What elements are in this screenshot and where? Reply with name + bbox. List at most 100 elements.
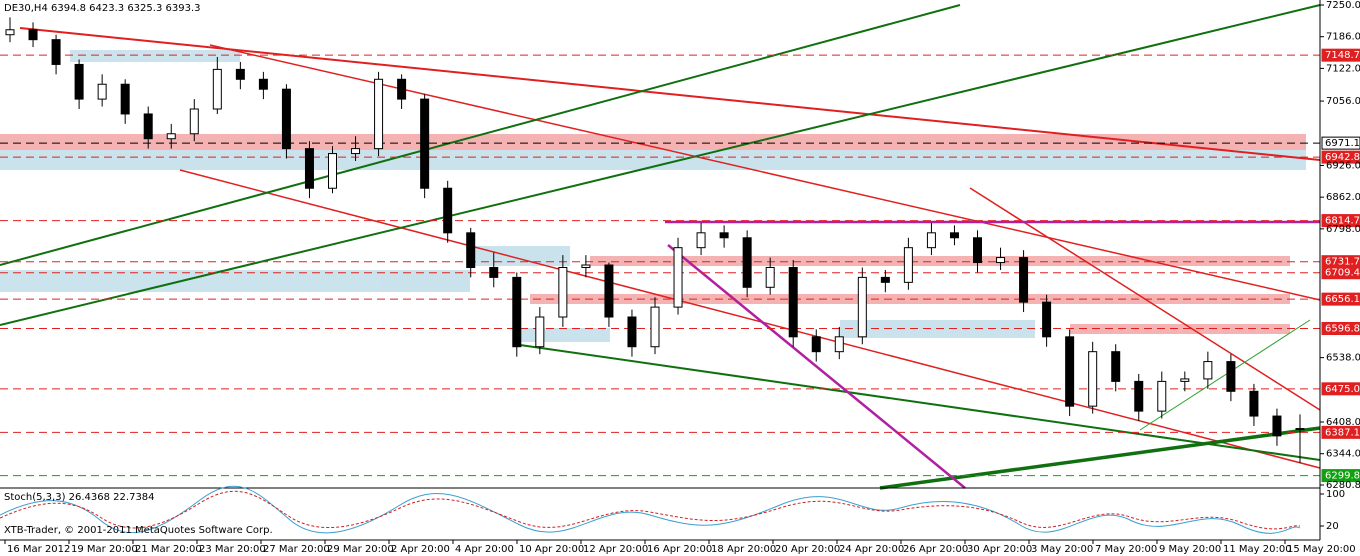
level-label-box <box>1321 382 1360 396</box>
candle-body <box>166 133 176 140</box>
level-label: 6475.0 <box>1325 384 1360 395</box>
candle-body <box>673 247 683 308</box>
price-tick-label: 6926.0 <box>1326 160 1360 171</box>
candle-body <box>811 336 821 353</box>
support-zone <box>840 320 1035 338</box>
indicator-tick-label: 20 <box>1326 521 1339 532</box>
candle-body <box>834 336 844 353</box>
level-label: 6709.4 <box>1325 268 1360 279</box>
candle-body <box>120 83 130 115</box>
candle-body <box>74 63 84 100</box>
price-tick-label: 6408.0 <box>1326 417 1360 428</box>
level-label-box <box>1321 292 1360 306</box>
candle-body <box>581 264 591 268</box>
time-tick-label: 29 Mar 20:00 <box>327 544 394 555</box>
candle-body <box>328 153 337 189</box>
time-tick-label: 23 Mar 20:00 <box>199 544 266 555</box>
trend-line <box>0 4 961 266</box>
level-label-box <box>1321 469 1360 483</box>
level-label: 6814.7 <box>1325 216 1360 227</box>
candle-body <box>1019 257 1029 303</box>
level-label: 6299.8 <box>1325 471 1360 482</box>
candle-body <box>719 232 729 239</box>
candle-body <box>443 187 453 234</box>
trend-lines <box>0 4 1321 490</box>
time-tick-label: 10 Apr 20:00 <box>519 544 584 555</box>
level-label: 6387.1 <box>1325 427 1360 438</box>
level-label-box <box>1321 425 1360 439</box>
candle-body <box>1203 361 1213 380</box>
trend-line <box>19 27 1321 161</box>
candle-body <box>51 39 61 65</box>
price-tick-label: 6798.0 <box>1326 224 1360 235</box>
indicator-tick-label: 100 <box>1326 489 1345 500</box>
time-tick-label: 18 Apr 20:00 <box>711 544 776 555</box>
candle-body <box>235 68 245 80</box>
time-tick-label: 4 Apr 20:00 <box>455 544 514 555</box>
time-tick-label: 9 May 20:00 <box>1159 544 1221 555</box>
candle-body <box>489 266 499 278</box>
candle-body <box>1272 415 1282 437</box>
candle-body <box>788 266 798 338</box>
candle-body <box>604 264 614 318</box>
price-tick-label: 7056.0 <box>1326 96 1360 107</box>
time-tick-label: 30 Apr 20:00 <box>967 544 1032 555</box>
time-tick-label: 2 Apr 20:00 <box>391 544 450 555</box>
candle-body <box>374 78 384 150</box>
candle-body <box>857 276 867 338</box>
candle-body <box>1134 380 1144 412</box>
candle-body <box>258 78 268 90</box>
candle-body <box>512 276 522 348</box>
time-tick-label: 27 Mar 20:00 <box>263 544 330 555</box>
level-label-box <box>1321 321 1360 335</box>
candle-body <box>765 266 775 288</box>
candle-body <box>97 83 107 100</box>
level-label-box <box>1321 150 1360 164</box>
indicator-label: Stoch(5,3,3) 26.4368 22.7384 <box>4 492 155 503</box>
level-label: 6971.1 <box>1325 138 1360 149</box>
candle-body <box>351 148 361 155</box>
candle-body <box>212 68 222 110</box>
candle-body <box>996 257 1006 264</box>
copyright: XTB-Trader, © 2001-2011 MetaQuotes Softw… <box>4 525 273 536</box>
price-tick-label: 7122.0 <box>1326 63 1360 74</box>
channel-line <box>1139 319 1311 431</box>
level-label: 6731.7 <box>1325 257 1360 268</box>
candle-body <box>1226 361 1236 392</box>
candle-body <box>304 148 314 189</box>
support-zone <box>470 246 570 266</box>
candle-body <box>1088 351 1098 407</box>
trend-line <box>209 44 1321 301</box>
time-tick-label: 24 Apr 20:00 <box>839 544 904 555</box>
candle-body <box>742 237 752 288</box>
candle-body <box>1157 380 1167 412</box>
candle-body <box>926 232 936 249</box>
candle-body <box>696 232 706 249</box>
candle-body <box>281 88 291 150</box>
candle-body <box>143 113 153 140</box>
stoch-main <box>0 485 1301 534</box>
candle-body <box>466 232 476 268</box>
level-label: 6596.8 <box>1325 323 1360 334</box>
time-tick-label: 16 Apr 20:00 <box>647 544 712 555</box>
time-tick-label: 26 Apr 20:00 <box>903 544 968 555</box>
support-zone <box>520 328 610 342</box>
trend-line <box>667 244 966 489</box>
stoch-signal <box>0 490 1301 530</box>
level-label: 6942.8 <box>1325 152 1360 163</box>
resistance-zone <box>590 256 1290 266</box>
support-zone <box>0 270 470 292</box>
candle-body <box>5 29 15 36</box>
time-tick-label: 3 May 20:00 <box>1031 544 1093 555</box>
candle-body <box>1065 336 1075 407</box>
level-label: 6656.1 <box>1325 294 1360 305</box>
candle-body <box>903 247 913 283</box>
time-tick-label: 21 Mar 20:00 <box>135 544 202 555</box>
candle-body <box>420 98 430 189</box>
level-label-box <box>1321 136 1360 150</box>
candle-body <box>1042 301 1052 338</box>
price-tick-label: 7250.0 <box>1326 0 1360 11</box>
candle-body <box>949 232 959 239</box>
